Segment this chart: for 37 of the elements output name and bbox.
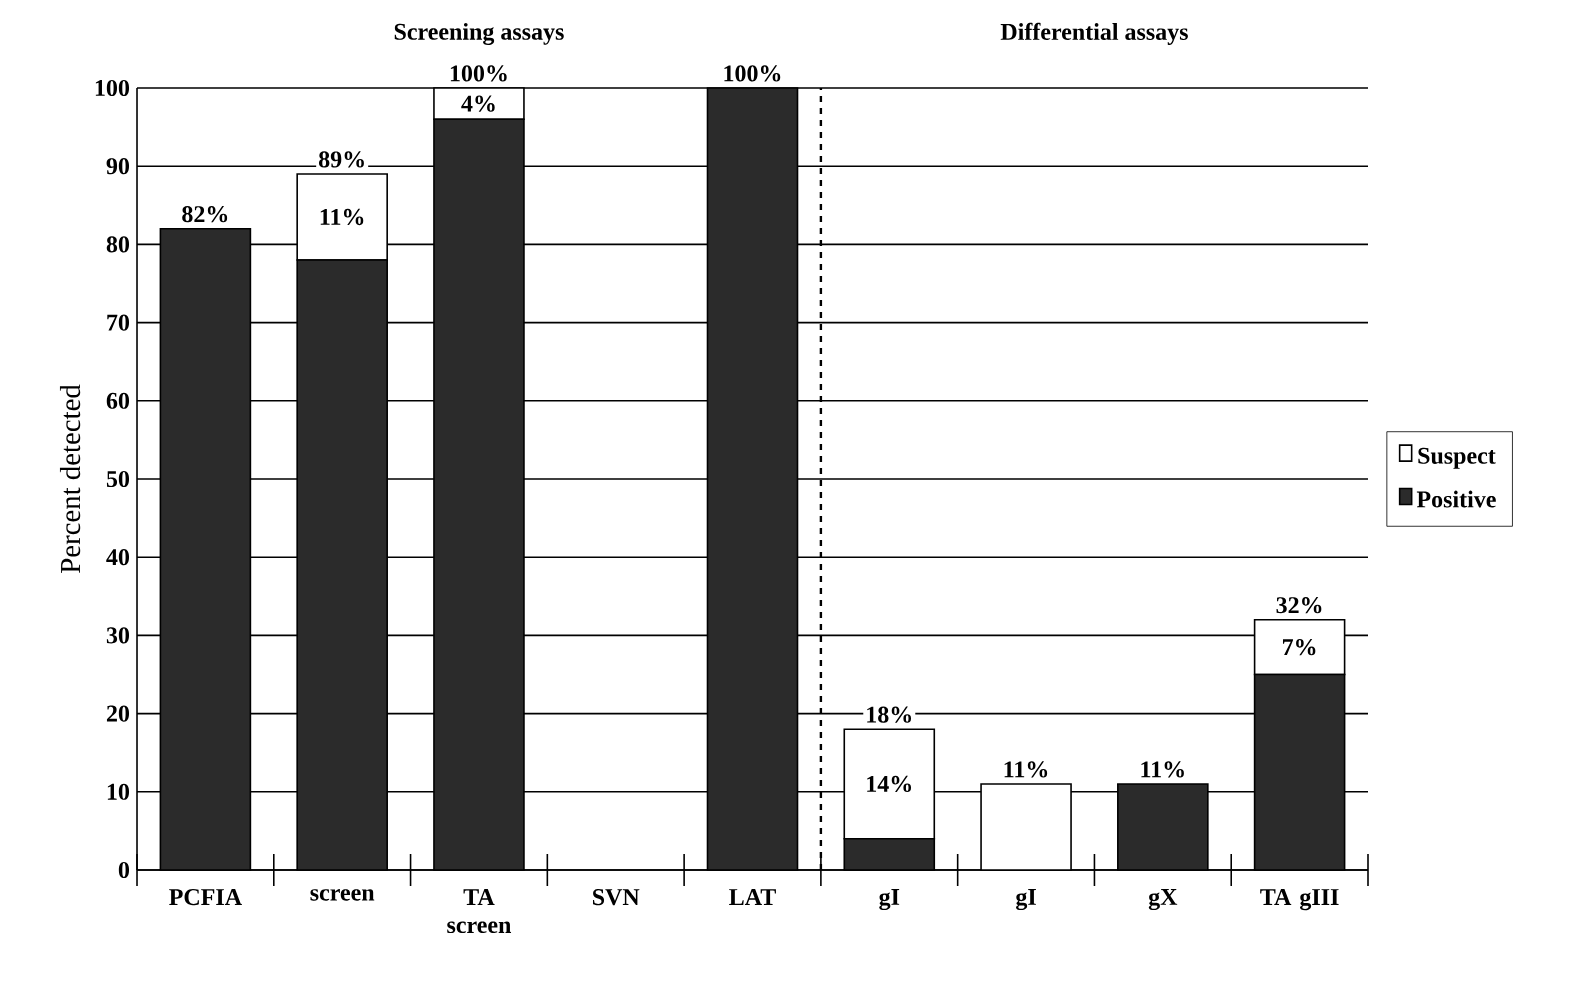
total-label: 89% — [318, 151, 364, 168]
y-tick-label: 70 — [107, 314, 130, 331]
data-label: 7% — [1282, 638, 1316, 656]
total-label: 18% — [867, 706, 912, 723]
y-tick-label: 10 — [107, 783, 130, 800]
total-label: 11% — [1004, 761, 1048, 778]
x-tick-label: TA gIII — [1260, 889, 1339, 911]
y-tick-label: 50 — [106, 470, 130, 488]
y-axis-title: Percent detected — [59, 384, 81, 573]
y-tick-label: 60 — [106, 392, 130, 409]
y-tick-label: 100 — [95, 79, 130, 97]
y-tick-label: 0 — [118, 861, 130, 879]
data-label: 14% — [867, 775, 912, 793]
x-tick-label: gI — [879, 889, 900, 911]
x-tick-label: gI — [1016, 889, 1036, 911]
x-tick-label: screen — [310, 889, 375, 901]
total-label: 82% — [182, 206, 228, 223]
total-label: 32% — [1276, 597, 1322, 614]
legend-label: Suspect — [1418, 447, 1496, 469]
y-tick-label: 40 — [106, 549, 130, 566]
x-tick-label: LAT — [729, 889, 776, 905]
x-tick-label: SVN — [593, 889, 640, 906]
x-tick-label: gX — [1148, 889, 1178, 911]
legend-label: Positive — [1416, 490, 1496, 508]
total-label: 100% — [724, 65, 781, 82]
data-label: 4% — [461, 95, 495, 112]
y-tick-label: 90 — [106, 158, 130, 175]
total-label: 100% — [450, 65, 507, 82]
total-label: 11% — [1141, 761, 1184, 778]
y-tick-label: 30 — [106, 627, 130, 644]
data-label: 11% — [320, 208, 364, 226]
x-tick-label: PCFIA — [169, 889, 242, 906]
text: Screening assays — [394, 22, 564, 45]
text: Differential assays — [1000, 22, 1188, 45]
x-tick-label: TA screen — [447, 889, 512, 934]
y-tick-label: 20 — [106, 705, 130, 722]
y-tick-label: 80 — [106, 236, 130, 253]
